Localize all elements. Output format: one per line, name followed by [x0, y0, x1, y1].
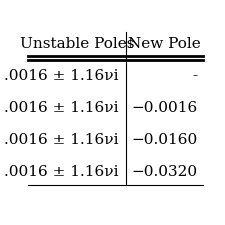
Text: Unstable Poles: Unstable Poles — [20, 37, 134, 51]
Text: .0016 ± 1.16νi: .0016 ± 1.16νi — [4, 69, 119, 83]
Text: .0016 ± 1.16νi: .0016 ± 1.16νi — [4, 101, 119, 115]
Text: .0016 ± 1.16νi: .0016 ± 1.16νi — [4, 165, 119, 180]
Text: −0.0160: −0.0160 — [131, 133, 197, 147]
Text: .0016 ± 1.16νi: .0016 ± 1.16νi — [4, 133, 119, 147]
Text: -: - — [192, 69, 197, 83]
Text: New Pole: New Pole — [128, 37, 200, 51]
Text: −0.0320: −0.0320 — [131, 165, 197, 180]
Text: −0.0016: −0.0016 — [131, 101, 197, 115]
